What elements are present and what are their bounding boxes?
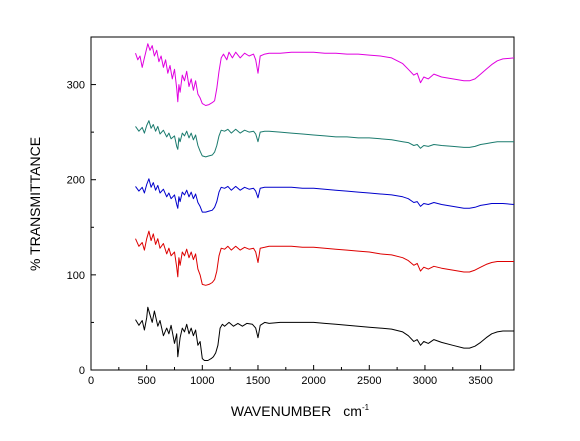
spectrum-line-4 — [135, 120, 514, 158]
x-tick-label: 3500 — [468, 375, 492, 387]
spectrum-line-5 — [135, 43, 515, 106]
y-tick-label: 0 — [79, 365, 85, 377]
x-tick-label: 500 — [137, 375, 155, 387]
series-layer — [135, 43, 515, 361]
x-axis-title: WAVENUMBER cm-1 — [231, 403, 370, 419]
spectrum-line-3 — [135, 178, 515, 213]
plot-frame — [90, 36, 515, 371]
y-axis-ticks: 0 100 200 300 — [67, 80, 96, 377]
spectrum-line-1 — [135, 306, 514, 361]
x-tick-label: 1000 — [190, 375, 214, 387]
x-tick-label: 1500 — [246, 375, 270, 387]
x-tick-label: 3000 — [413, 375, 437, 387]
x-axis-ticks: 0 500 1000 1500 2000 2500 3000 3500 — [88, 365, 493, 387]
y-tick-label: 300 — [67, 80, 85, 92]
y-tick-label: 100 — [67, 270, 85, 282]
x-tick-label: 2000 — [301, 375, 325, 387]
y-axis-title: % TRANSMITTANCE — [27, 137, 43, 271]
x-tick-label: 2500 — [357, 375, 381, 387]
spectrum-line-2 — [135, 230, 514, 286]
y-tick-label: 200 — [67, 175, 85, 187]
x-tick-label: 0 — [88, 375, 94, 387]
